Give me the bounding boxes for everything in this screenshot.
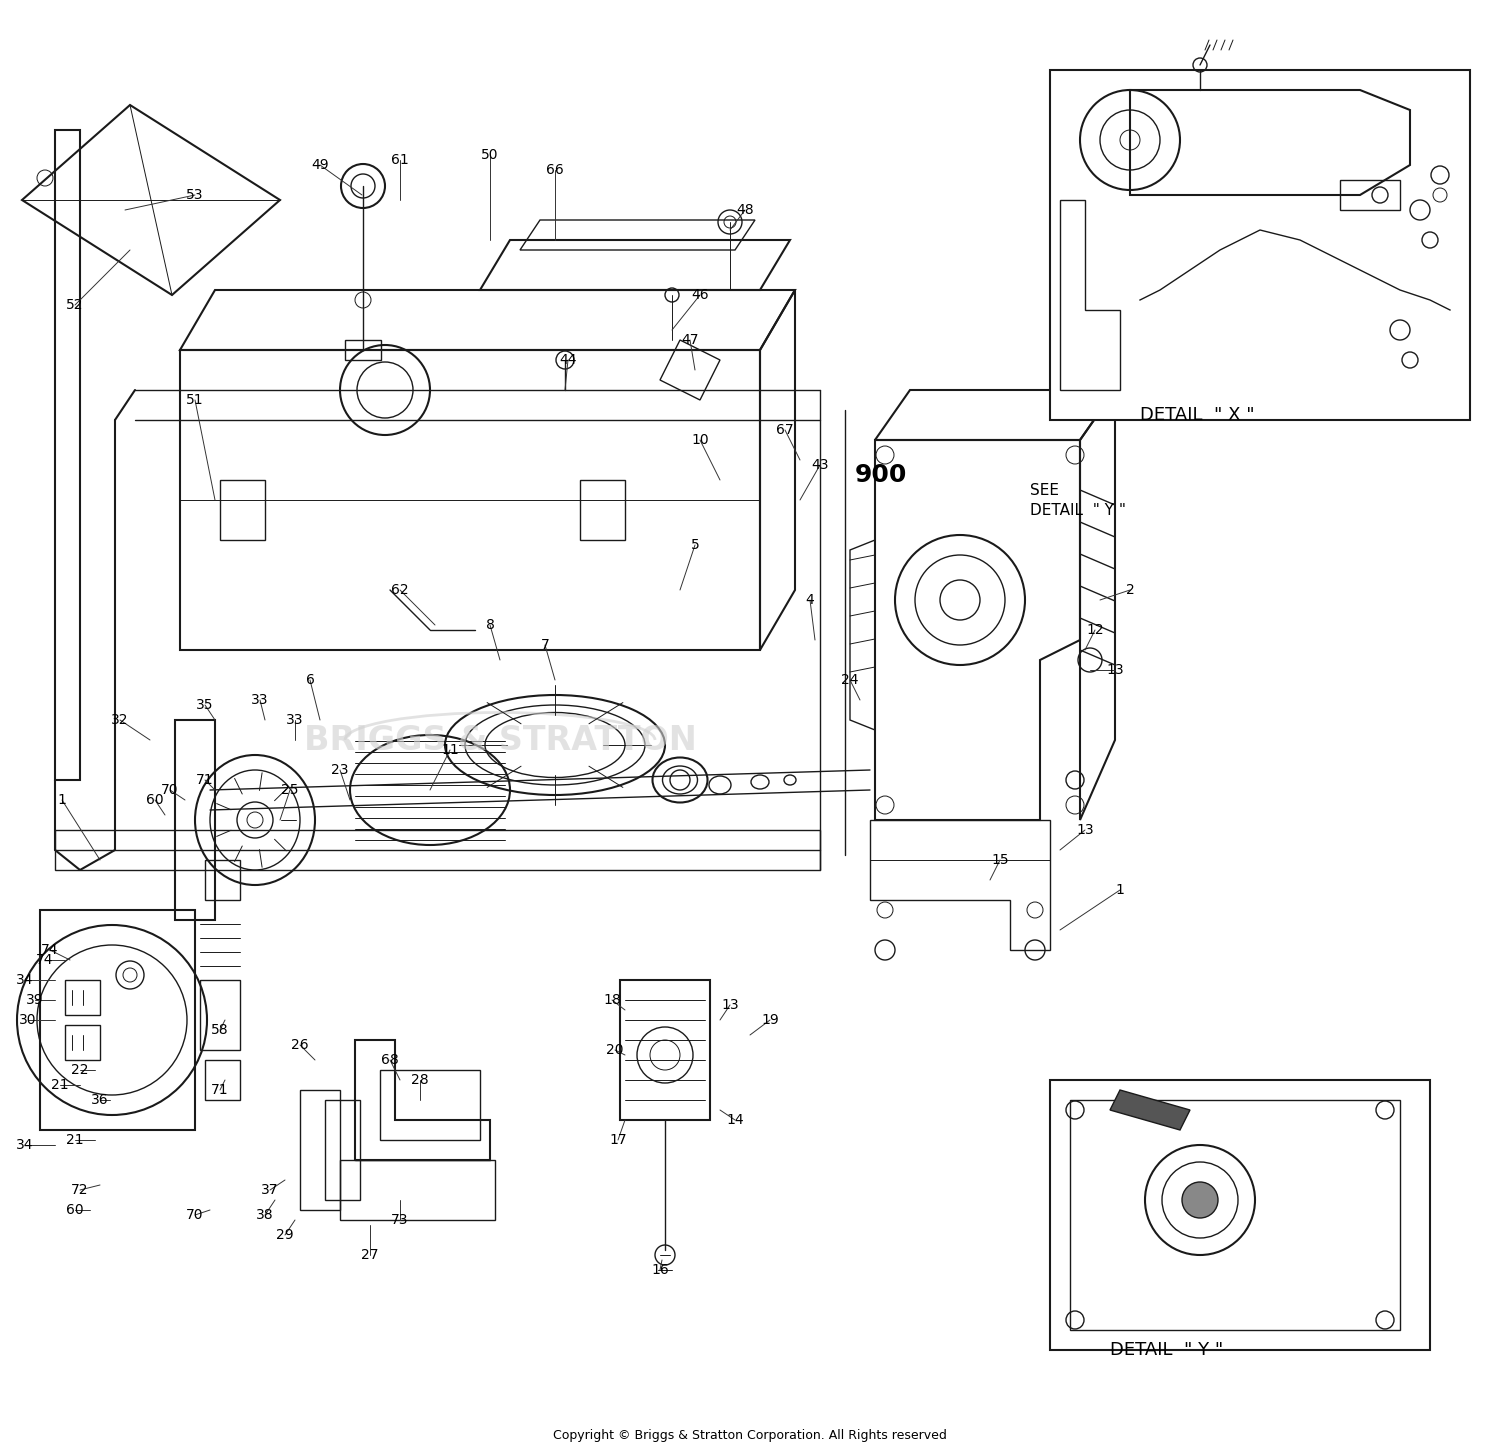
Text: 61: 61 [392,153,410,167]
Text: DETAIL  " X ": DETAIL " X " [1140,406,1254,423]
Text: 62: 62 [392,583,410,597]
Text: 46: 46 [692,288,709,303]
Bar [1050,1080,1430,1350]
Text: 73: 73 [392,1213,408,1227]
Text: 900: 900 [855,463,907,487]
Text: 47: 47 [681,333,699,346]
Text: 60: 60 [66,1203,84,1216]
Text: 36: 36 [92,1093,110,1107]
Text: 27: 27 [362,1248,378,1261]
Text: 60: 60 [146,793,164,808]
Text: 70: 70 [186,1208,204,1222]
Text: 13: 13 [1076,824,1094,837]
Text: 70: 70 [162,783,178,797]
Text: 43: 43 [812,458,830,471]
Text: 4: 4 [806,594,814,607]
Text: 74: 74 [36,953,54,968]
Text: BRIGGS & STRATTON: BRIGGS & STRATTON [303,723,696,757]
Text: 14: 14 [726,1113,744,1128]
Text: 8: 8 [486,618,495,631]
Text: 58: 58 [211,1023,230,1037]
Text: 13: 13 [722,998,740,1013]
Text: 22: 22 [72,1064,88,1077]
Text: 34: 34 [16,973,34,986]
Text: 52: 52 [66,298,84,311]
Bar [1050,70,1470,420]
Text: 18: 18 [603,992,621,1007]
Text: 20: 20 [606,1043,624,1056]
Text: 71: 71 [211,1083,230,1097]
Text: 44: 44 [560,354,578,367]
Text: SEE: SEE [1030,483,1059,498]
Text: 35: 35 [196,698,214,711]
Text: 7: 7 [540,637,549,652]
Text: 28: 28 [411,1072,429,1087]
Text: 48: 48 [736,204,754,217]
Text: 72: 72 [72,1183,88,1197]
Text: 24: 24 [842,674,858,687]
Text: 1: 1 [57,793,66,808]
Text: DETAIL  " Y ": DETAIL " Y " [1030,502,1126,518]
Text: 25: 25 [282,783,298,797]
Text: 6: 6 [306,674,315,687]
Text: 5: 5 [690,538,699,551]
Text: 37: 37 [261,1183,279,1197]
Text: 26: 26 [291,1037,309,1052]
Text: 23: 23 [332,762,350,777]
Text: DETAIL  " Y ": DETAIL " Y " [1110,1342,1224,1359]
Text: 66: 66 [546,163,564,178]
Text: 19: 19 [760,1013,778,1027]
Text: 50: 50 [482,148,498,162]
Text: 51: 51 [186,393,204,407]
Text: 13: 13 [1106,663,1124,677]
Text: 30: 30 [20,1013,38,1027]
Text: 15: 15 [992,853,1010,867]
Polygon shape [1110,1090,1190,1131]
Text: 17: 17 [609,1133,627,1147]
Text: Copyright © Briggs & Stratton Corporation. All Rights reserved: Copyright © Briggs & Stratton Corporatio… [554,1429,946,1442]
Text: 38: 38 [256,1208,274,1222]
Circle shape [1182,1181,1218,1218]
Text: 33: 33 [286,713,304,728]
Text: 21: 21 [51,1078,69,1093]
Text: 11: 11 [441,744,459,757]
Text: 34: 34 [16,1138,34,1152]
Text: 12: 12 [1086,623,1104,637]
Text: 32: 32 [111,713,129,728]
Text: 68: 68 [381,1053,399,1067]
Text: 74: 74 [42,943,58,957]
Text: 1: 1 [1116,883,1125,896]
Text: 2: 2 [1125,583,1134,597]
Text: 53: 53 [186,188,204,202]
Text: 49: 49 [310,159,328,172]
Text: 21: 21 [66,1133,84,1147]
Text: 71: 71 [196,773,214,787]
Text: 67: 67 [776,423,794,436]
Text: 10: 10 [692,434,709,447]
Text: 16: 16 [651,1263,669,1277]
Text: 39: 39 [26,992,44,1007]
Text: 33: 33 [252,693,268,707]
Text: 29: 29 [276,1228,294,1243]
